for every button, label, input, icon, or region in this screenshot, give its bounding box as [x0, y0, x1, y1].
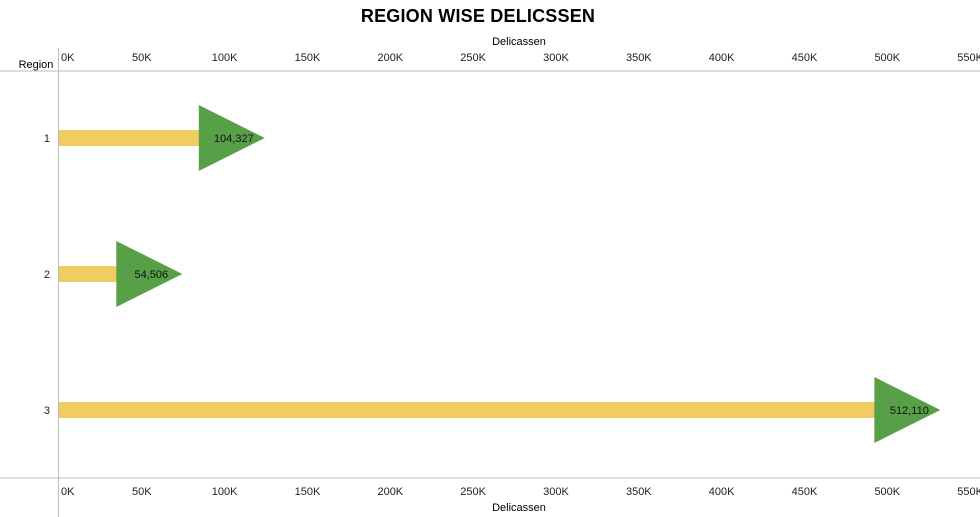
top-tick-labels: 0K 50K 100K 150K 200K 250K 300K 350K 400K 450K 500… — [61, 52, 980, 64]
top-tick-label: 550K — [957, 52, 980, 64]
data-label: 54,506 — [134, 269, 168, 281]
top-tick-label: 500K — [874, 52, 900, 64]
bottom-tick-label: 150K — [295, 486, 321, 498]
top-tick-label: 450K — [792, 52, 818, 64]
bottom-tick-label: 100K — [212, 486, 238, 498]
bottom-tick-label: 200K — [377, 486, 403, 498]
data-label: 512,110 — [890, 405, 929, 417]
top-axis-title: Delicassen — [492, 36, 546, 48]
bottom-tick-label: 50K — [132, 486, 152, 498]
bottom-axis-title: Delicassen — [492, 502, 546, 514]
top-tick-label: 200K — [377, 52, 403, 64]
bar-end-markers — [116, 105, 941, 443]
top-tick-label: 100K — [212, 52, 238, 64]
bottom-tick-label: 250K — [460, 486, 486, 498]
bar-end-marker — [198, 105, 265, 171]
region-label: 1 — [44, 133, 50, 145]
top-tick-label: 300K — [543, 52, 569, 64]
top-tick-label: 350K — [626, 52, 652, 64]
bar — [59, 130, 201, 146]
chart-title: REGION WISE DELICSSEN — [360, 6, 596, 26]
y-axis-title: Region — [19, 59, 54, 71]
top-tick-label: 400K — [709, 52, 735, 64]
top-tick-label: 50K — [132, 52, 152, 64]
data-label: 104,327 — [214, 133, 254, 145]
region-label: 3 — [44, 405, 50, 417]
region-label: 2 — [44, 269, 50, 281]
bottom-tick-label: 550K — [957, 486, 980, 498]
bottom-tick-labels: 0K 50K 100K 150K 200K 250K 300K 350K 400K 450K 500… — [61, 486, 980, 498]
top-tick-label: 250K — [460, 52, 486, 64]
bar — [59, 402, 877, 418]
bottom-tick-label: 0K — [61, 486, 75, 498]
top-tick-label: 0K — [61, 52, 75, 64]
bottom-tick-label: 500K — [874, 486, 900, 498]
bars — [59, 130, 877, 418]
bar-end-marker — [874, 377, 941, 443]
top-tick-label: 150K — [295, 52, 321, 64]
data-labels: 104,327 54,506 512,110 — [134, 133, 928, 417]
bar-end-marker — [116, 241, 183, 307]
bar — [59, 266, 119, 282]
bottom-tick-label: 300K — [543, 486, 569, 498]
region-labels: 1 2 3 — [44, 133, 50, 417]
bottom-tick-label: 400K — [709, 486, 735, 498]
bottom-tick-label: 350K — [626, 486, 652, 498]
bottom-tick-label: 450K — [792, 486, 818, 498]
